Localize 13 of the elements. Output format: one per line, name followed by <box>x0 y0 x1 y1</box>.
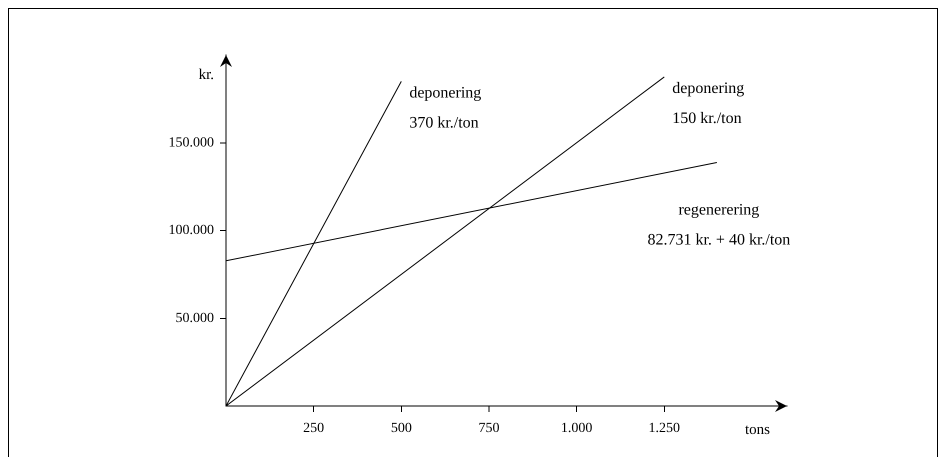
y-tick-label: 150.000 <box>168 135 214 150</box>
y-tick-label: 100.000 <box>168 223 214 238</box>
x-tick-label: 1.250 <box>648 421 680 436</box>
x-tick-label: 750 <box>478 421 500 436</box>
x-tick-label: 250 <box>303 421 324 436</box>
series-label: deponering 150 kr./ton <box>672 80 744 128</box>
x-tick-label: 500 <box>390 421 412 436</box>
series-label: deponering 370 kr./ton <box>409 84 482 132</box>
y-tick-label: 50.000 <box>176 310 214 326</box>
y-axis-title: kr. <box>198 66 214 83</box>
x-tick-label: 1.000 <box>560 421 592 436</box>
series-label: regenerering 82.731 kr. + 40 kr./ton <box>647 202 790 249</box>
x-axis-title: tons <box>745 422 770 438</box>
